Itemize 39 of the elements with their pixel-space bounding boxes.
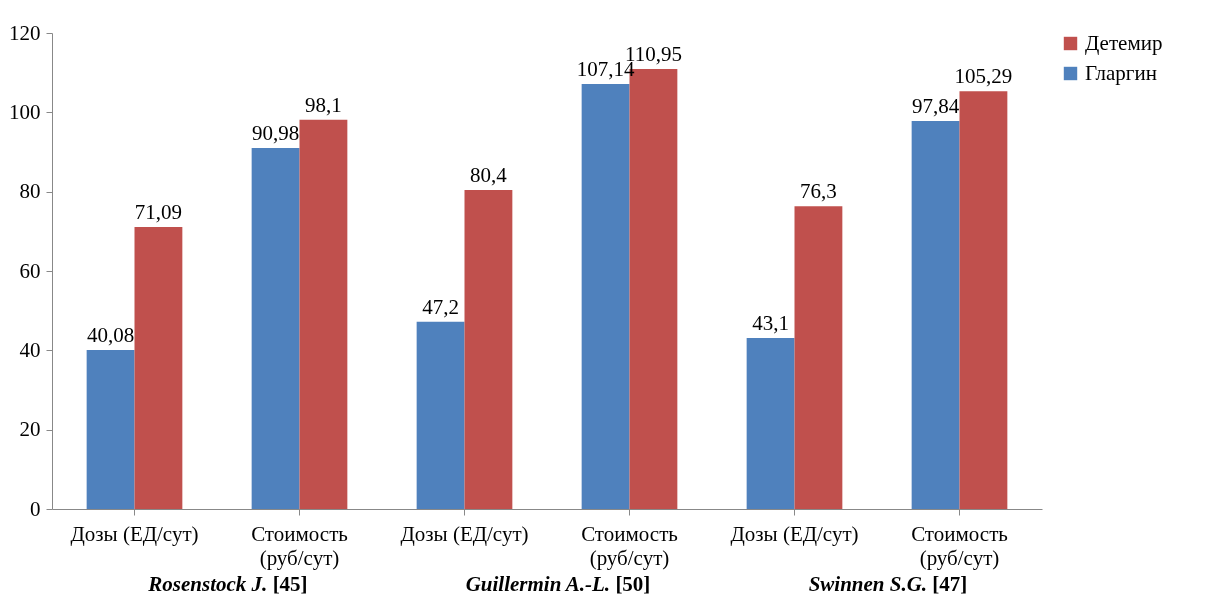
bar [86,350,135,509]
y-tick-label: 120 [9,20,41,45]
y-tick-label: 20 [19,417,41,442]
data-label: 97,84 [911,93,960,118]
x-tick-label: Стоимость (руб/сут) [911,521,1008,570]
text: Guillermin A.-L. [50] [464,572,652,597]
y-tick-label: 40 [19,337,41,362]
x-tick-label: Дозы (ЕД/сут) [70,521,199,546]
x-tick-label: Дозы (ЕД/сут) [400,521,529,546]
bar [911,120,960,509]
y-tick-label: 100 [9,99,41,124]
legend-label: Детемир [1085,30,1163,55]
text: Swinnen S.G. [47] [807,572,969,597]
data-label: 90,98 [251,121,300,146]
x-tick-label: Стоимость (руб/сут) [581,521,678,570]
x-tick-label: Дозы (ЕД/сут) [730,521,859,546]
data-label: 43,1 [752,311,789,336]
bar [959,91,1008,509]
bar [134,227,183,509]
data-label: 98,1 [305,92,342,117]
y-tick-label: 80 [19,179,41,204]
bar [299,119,348,509]
text: Rosenstock J. [45] [147,572,309,597]
bar [464,190,513,509]
bar [251,148,300,509]
y-tick-label: 0 [30,496,41,521]
data-label: 76,3 [800,179,837,204]
data-label: 40,08 [86,323,135,348]
x-tick-label: Стоимость (руб/сут) [251,521,348,570]
bar [581,84,630,509]
bar [416,321,465,509]
data-label: 80,4 [470,163,508,188]
data-label: 71,09 [134,200,183,225]
legend-label: Гларгин [1085,60,1157,85]
y-tick-label: 60 [19,258,41,283]
data-label: 47,2 [422,294,459,319]
bar [794,206,843,509]
bar [746,338,795,509]
data-label: 105,29 [954,64,1013,89]
